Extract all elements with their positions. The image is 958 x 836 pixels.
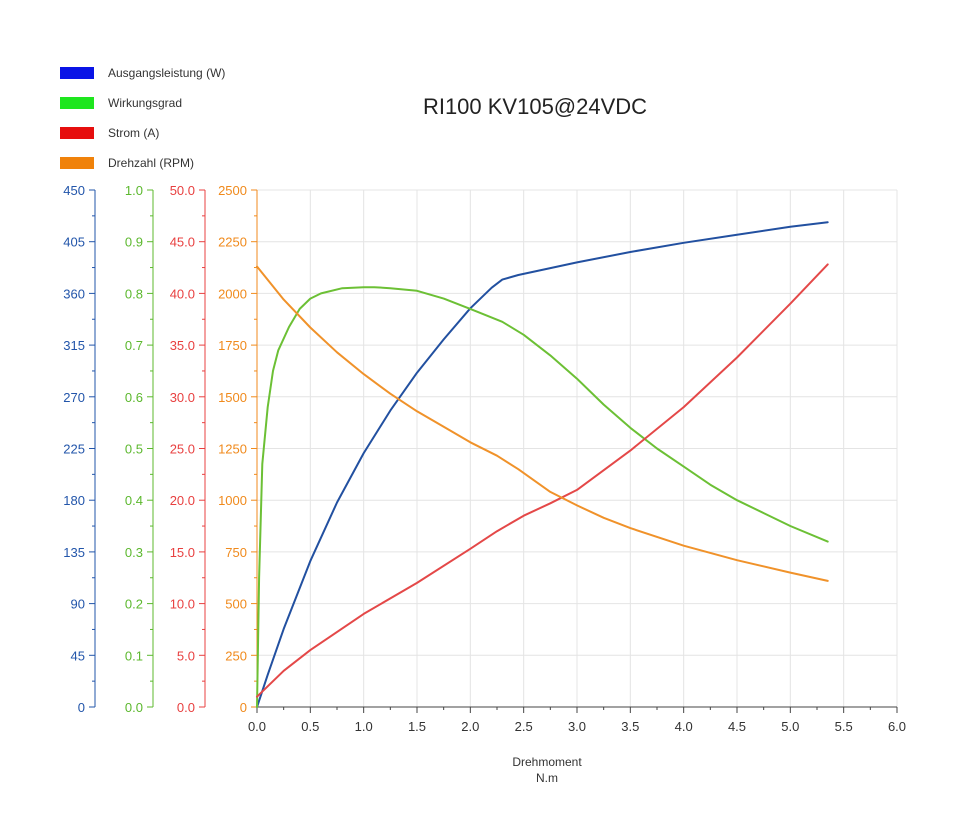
x-tick-label: 0.0 [248, 719, 266, 734]
speed-tick-label: 500 [225, 597, 247, 612]
x-tick-label: 5.0 [781, 719, 799, 734]
x-tick-label: 0.5 [301, 719, 319, 734]
power-tick-label: 135 [63, 545, 85, 560]
power-tick-label: 180 [63, 493, 85, 508]
current-tick-label: 45.0 [170, 235, 195, 250]
power-tick-label: 315 [63, 338, 85, 353]
eff-tick-label: 0.8 [125, 286, 143, 301]
x-tick-label: 3.0 [568, 719, 586, 734]
current-tick-label: 50.0 [170, 183, 195, 198]
speed-tick-label: 2000 [218, 286, 247, 301]
current-tick-label: 20.0 [170, 493, 195, 508]
chart-title: RI100 KV105@24VDC [422, 94, 648, 119]
eff-tick-label: 0.4 [125, 493, 143, 508]
legend-swatch [60, 97, 94, 109]
x-tick-label: 2.0 [461, 719, 479, 734]
series-lines [256, 221, 829, 708]
speed-tick-label: 750 [225, 545, 247, 560]
legend-swatch [60, 127, 94, 139]
x-axis-label: Drehmoment [512, 755, 582, 769]
power-tick-label: 0 [78, 700, 85, 715]
x-tick-label: 1.5 [408, 719, 426, 734]
legend-label: Ausgangsleistung (W) [108, 66, 226, 80]
eff-tick-label: 0.5 [125, 442, 143, 457]
eff-tick-label: 1.0 [125, 183, 143, 198]
legend: Ausgangsleistung (W) Wirkungsgrad Strom … [60, 58, 225, 178]
speed-tick-label: 2500 [218, 183, 247, 198]
speed-tick-label: 1750 [218, 338, 247, 353]
speed-tick-label: 0 [240, 700, 247, 715]
power-tick-label: 45 [71, 648, 85, 663]
legend-item-power[interactable]: Ausgangsleistung (W) [60, 58, 225, 88]
legend-label: Wirkungsgrad [108, 96, 183, 110]
grid-lines [257, 189, 898, 707]
x-tick-label: 3.5 [621, 719, 639, 734]
x-tick-label: 5.5 [835, 719, 853, 734]
current-tick-label: 0.0 [177, 700, 195, 715]
eff-tick-label: 0.9 [125, 235, 143, 250]
legend-swatch [60, 157, 94, 169]
eff-tick-label: 0.1 [125, 648, 143, 663]
eff-tick-label: 0.0 [125, 700, 143, 715]
legend-label: Drehzahl (RPM) [108, 156, 195, 170]
current-tick-label: 10.0 [170, 597, 195, 612]
legend-label: Strom (A) [108, 126, 160, 140]
current-tick-label: 5.0 [177, 648, 195, 663]
x-tick-label: 4.0 [675, 719, 693, 734]
power-tick-label: 270 [63, 390, 85, 405]
speed-tick-label: 1000 [218, 493, 247, 508]
power-tick-label: 405 [63, 235, 85, 250]
legend-item-efficiency[interactable]: Wirkungsgrad [60, 88, 225, 118]
eff-tick-label: 0.2 [125, 597, 143, 612]
eff-tick-label: 0.7 [125, 338, 143, 353]
series-line [256, 286, 829, 708]
x-tick-label: 4.5 [728, 719, 746, 734]
power-tick-label: 450 [63, 183, 85, 198]
legend-item-current[interactable]: Strom (A) [60, 118, 225, 148]
power-tick-label: 90 [71, 597, 85, 612]
power-tick-label: 360 [63, 286, 85, 301]
speed-tick-label: 2250 [218, 235, 247, 250]
x-axis-unit: N.m [536, 771, 558, 785]
x-axis-title: Drehmoment N.m [447, 754, 647, 786]
x-tick-label: 2.5 [515, 719, 533, 734]
y-axes: 0 45 90 135 180 225 270 315 360 405 450 0.0 0.1 0.2 0.… [63, 183, 258, 715]
series-line [256, 265, 829, 582]
speed-tick-label: 1250 [218, 442, 247, 457]
current-tick-label: 35.0 [170, 338, 195, 353]
speed-tick-label: 250 [225, 648, 247, 663]
eff-tick-label: 0.6 [125, 390, 143, 405]
current-tick-label: 30.0 [170, 390, 195, 405]
legend-swatch [60, 67, 94, 79]
x-axis: 0.0 0.5 1.0 1.5 2.0 2.5 3.0 3.5 4.0 4.5 5.0 5.5 6.0 [248, 706, 906, 734]
speed-tick-label: 1500 [218, 390, 247, 405]
x-tick-label: 6.0 [888, 719, 906, 734]
series-line [256, 263, 829, 698]
series-line [256, 221, 829, 708]
legend-item-speed[interactable]: Drehzahl (RPM) [60, 148, 225, 178]
current-tick-label: 15.0 [170, 545, 195, 560]
power-tick-label: 225 [63, 442, 85, 457]
current-tick-label: 25.0 [170, 442, 195, 457]
eff-tick-label: 0.3 [125, 545, 143, 560]
x-tick-label: 1.0 [355, 719, 373, 734]
current-tick-label: 40.0 [170, 286, 195, 301]
